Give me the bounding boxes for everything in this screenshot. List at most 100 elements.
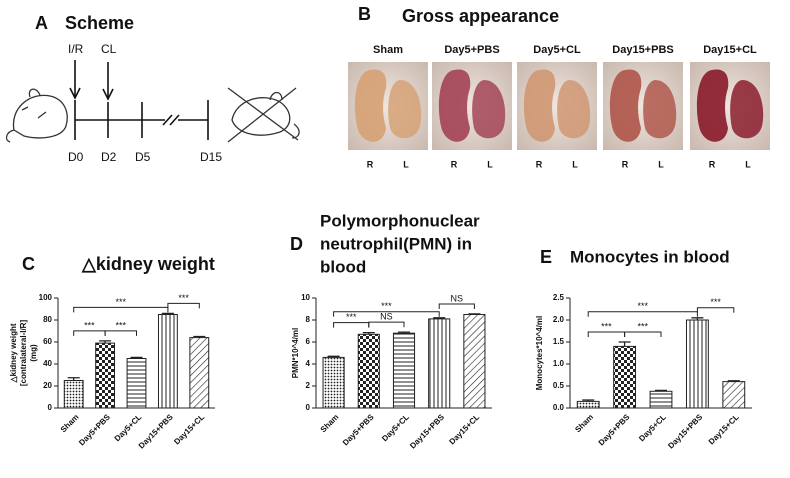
significance-bracket: [167, 302, 200, 309]
mouse: [5, 88, 68, 143]
x-tick-label: Day15+CL: [172, 412, 206, 446]
panel-letter: A: [35, 13, 48, 33]
timepoint-label: D2: [101, 150, 117, 164]
significance-bracket: [438, 303, 475, 309]
significance-label: ***: [638, 301, 649, 311]
timepoint-label: D5: [135, 150, 151, 164]
error-bar: [691, 317, 704, 320]
kidney: [388, 80, 422, 139]
y-tick-label: 0.0: [553, 403, 565, 412]
error-bar: [433, 317, 446, 319]
error-bar: [727, 380, 740, 382]
x-tick-label: Day15+PBS: [137, 412, 175, 450]
y-tick-label: 10: [301, 293, 310, 302]
x-tick-label: Day5+CL: [637, 412, 668, 443]
y-tick-label: 2.5: [553, 293, 565, 302]
significance-label: ***: [178, 293, 189, 303]
y-tick-label: 80: [43, 315, 52, 324]
significance-label: ***: [84, 320, 95, 330]
x-tick-label: Day5+CL: [113, 412, 144, 443]
y-tick-label: 60: [43, 337, 52, 346]
timeline: [69, 60, 209, 140]
bar: [722, 381, 746, 409]
event-label: I/R: [68, 42, 84, 56]
x-tick-label: Sham: [59, 413, 81, 435]
significance-label: ***: [638, 321, 649, 331]
chart-title: blood: [320, 257, 366, 276]
y-tick-label: 0: [48, 403, 53, 412]
x-tick-label: Day5+PBS: [341, 412, 376, 447]
mouse-crossed: [227, 87, 300, 143]
bar: [576, 400, 600, 409]
significance-bracket: [333, 311, 440, 317]
y-tick-label: 4: [306, 359, 311, 368]
bar: [95, 342, 116, 409]
significance-bracket: [73, 306, 169, 313]
x-tick-label: Day5+PBS: [597, 412, 632, 447]
kidney: [557, 80, 591, 139]
x-tick-label: Sham: [573, 413, 595, 435]
significance-label: NS: [451, 293, 464, 303]
photo: [690, 62, 770, 150]
error-bar: [327, 355, 340, 358]
x-tick-label: Day15+PBS: [666, 412, 704, 450]
significance-label: ***: [710, 297, 721, 307]
kidney: [696, 69, 729, 142]
group-label: Day5+PBS: [444, 44, 499, 56]
side-label: L: [572, 159, 578, 169]
significance-bracket: [587, 331, 626, 337]
y-tick-label: 100: [39, 293, 53, 302]
kidney: [609, 69, 642, 142]
y-tick-label: 0.5: [553, 381, 565, 390]
x-tick-label: Day5+PBS: [77, 412, 112, 447]
bar: [126, 358, 147, 409]
bar: [322, 356, 345, 409]
x-tick-label: Day15+CL: [707, 412, 741, 446]
side-label: L: [658, 159, 664, 169]
y-tick-label: 20: [43, 381, 52, 390]
group-label: Day15+PBS: [612, 44, 673, 56]
photo: [432, 62, 512, 150]
significance-bracket: [368, 321, 405, 328]
panel-letter: B: [358, 4, 371, 24]
error-bar: [468, 313, 481, 315]
kidney: [472, 80, 506, 139]
panel-letter: E: [540, 247, 552, 267]
x-tick-label: Day15+PBS: [408, 412, 446, 450]
y-tick-label: 1.0: [553, 359, 565, 368]
panel-letter: D: [290, 234, 303, 254]
significance-label: ***: [116, 320, 127, 330]
kidney: [354, 69, 387, 142]
side-label: R: [451, 159, 458, 169]
significance-label: NS: [380, 311, 393, 321]
significance-label: ***: [601, 321, 612, 331]
y-tick-label: 0: [306, 403, 311, 412]
significance-bracket: [587, 311, 698, 317]
panel-title: Gross appearance: [402, 6, 559, 26]
significance-bracket: [104, 330, 137, 336]
significance-label: ***: [346, 312, 357, 322]
error-bar: [193, 335, 206, 338]
group-label: Day15+CL: [703, 44, 757, 56]
panel-title: Scheme: [65, 13, 134, 33]
bar: [189, 337, 210, 409]
error-bar: [398, 331, 410, 334]
photo: [517, 62, 597, 150]
side-label: R: [536, 159, 543, 169]
error-bar: [655, 389, 667, 392]
y-tick-label: 2.0: [553, 315, 565, 324]
bar: [463, 314, 486, 409]
y-axis-label: [contralateral-I/R]: [19, 320, 28, 387]
event-label: CL: [101, 42, 117, 56]
photo: [348, 62, 428, 150]
error-bar: [362, 332, 375, 335]
x-tick-label: Sham: [319, 413, 341, 435]
significance-bracket: [73, 330, 106, 336]
chart-title: Polymorphonuclear: [320, 211, 480, 230]
y-tick-label: 40: [43, 359, 52, 368]
significance-bracket: [333, 322, 370, 328]
side-label: L: [745, 159, 751, 169]
chart: E Monocytes in blood Monocytes*10^4/ml 0.0 0…: [535, 247, 752, 451]
kidney: [730, 80, 764, 139]
